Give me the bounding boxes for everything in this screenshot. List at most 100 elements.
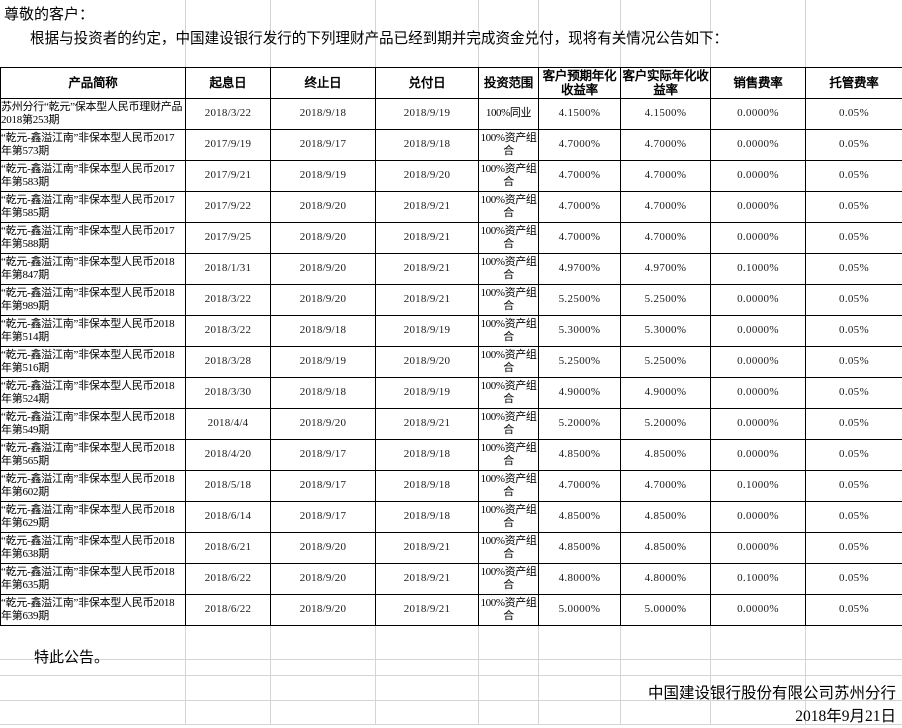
cell-investment-scope: 100%资产组合 [479,533,539,564]
cell-product-name: “乾元-鑫溢江南”非保本型人民币2018年第989期 [1,285,186,316]
cell-start-date: 2018/6/21 [186,533,271,564]
cell-expected-rate: 4.8500% [539,533,621,564]
cell-product-name: “乾元-鑫溢江南”非保本型人民币2017年第588期 [1,223,186,254]
cell-end-date: 2018/9/17 [271,130,376,161]
cell-end-date: 2018/9/20 [271,564,376,595]
cell-expected-rate: 4.7000% [539,223,621,254]
cell-custody-fee: 0.05% [806,254,902,285]
col-header-product-name: 产品简称 [1,68,186,99]
cell-sales-fee: 0.0000% [711,595,806,626]
cell-start-date: 2017/9/25 [186,223,271,254]
cell-expected-rate: 4.8000% [539,564,621,595]
cell-sales-fee: 0.1000% [711,471,806,502]
table-header-row: 产品简称 起息日 终止日 兑付日 投资范围 客户预期年化收益率 客户实际年化收益… [1,68,902,99]
cell-end-date: 2018/9/20 [271,409,376,440]
cell-actual-rate: 4.8000% [621,564,711,595]
cell-product-name: “乾元-鑫溢江南”非保本型人民币2017年第573期 [1,130,186,161]
cell-custody-fee: 0.05% [806,285,902,316]
cell-expected-rate: 4.7000% [539,130,621,161]
cell-sales-fee: 0.0000% [711,223,806,254]
cell-start-date: 2017/9/22 [186,192,271,223]
cell-end-date: 2018/9/20 [271,254,376,285]
cell-expected-rate: 5.0000% [539,595,621,626]
cell-sales-fee: 0.0000% [711,130,806,161]
cell-payout-date: 2018/9/21 [376,564,479,595]
salutation: 尊敬的客户： [0,0,902,25]
cell-investment-scope: 100%资产组合 [479,378,539,409]
cell-actual-rate: 4.1500% [621,99,711,130]
cell-custody-fee: 0.05% [806,223,902,254]
cell-sales-fee: 0.0000% [711,347,806,378]
cell-payout-date: 2018/9/21 [376,254,479,285]
product-table: 产品简称 起息日 终止日 兑付日 投资范围 客户预期年化收益率 客户实际年化收益… [0,67,902,626]
cell-start-date: 2018/3/22 [186,99,271,130]
cell-start-date: 2018/6/22 [186,595,271,626]
cell-investment-scope: 100%资产组合 [479,130,539,161]
cell-investment-scope: 100%资产组合 [479,564,539,595]
cell-investment-scope: 100%资产组合 [479,409,539,440]
cell-start-date: 2018/3/30 [186,378,271,409]
cell-investment-scope: 100%资产组合 [479,471,539,502]
cell-expected-rate: 5.2000% [539,409,621,440]
cell-investment-scope: 100%资产组合 [479,595,539,626]
col-header-sales-fee: 销售费率 [711,68,806,99]
cell-sales-fee: 0.0000% [711,533,806,564]
cell-payout-date: 2018/9/19 [376,316,479,347]
cell-custody-fee: 0.05% [806,440,902,471]
cell-custody-fee: 0.05% [806,564,902,595]
cell-actual-rate: 4.7000% [621,192,711,223]
cell-investment-scope: 100%同业 [479,99,539,130]
cell-end-date: 2018/9/20 [271,223,376,254]
cell-expected-rate: 5.3000% [539,316,621,347]
cell-custody-fee: 0.05% [806,130,902,161]
cell-end-date: 2018/9/20 [271,285,376,316]
cell-start-date: 2018/3/28 [186,347,271,378]
cell-product-name: “乾元-鑫溢江南”非保本型人民币2018年第514期 [1,316,186,347]
col-header-payout-date: 兑付日 [376,68,479,99]
cell-product-name: “乾元-鑫溢江南”非保本型人民币2017年第583期 [1,161,186,192]
cell-payout-date: 2018/9/18 [376,471,479,502]
cell-custody-fee: 0.05% [806,347,902,378]
cell-actual-rate: 5.2500% [621,285,711,316]
cell-actual-rate: 4.7000% [621,223,711,254]
col-header-start-date: 起息日 [186,68,271,99]
cell-actual-rate: 4.8500% [621,533,711,564]
cell-actual-rate: 4.9000% [621,378,711,409]
cell-custody-fee: 0.05% [806,471,902,502]
cell-actual-rate: 5.2500% [621,347,711,378]
cell-expected-rate: 4.7000% [539,192,621,223]
cell-actual-rate: 4.8500% [621,502,711,533]
col-header-end-date: 终止日 [271,68,376,99]
cell-product-name: “乾元-鑫溢江南”非保本型人民币2018年第565期 [1,440,186,471]
cell-payout-date: 2018/9/18 [376,130,479,161]
cell-start-date: 2017/9/21 [186,161,271,192]
cell-custody-fee: 0.05% [806,378,902,409]
footer-block: 特此公告。 中国建设银行股份有限公司苏州分行 2018年9月21日 [0,639,902,669]
cell-payout-date: 2018/9/21 [376,223,479,254]
cell-actual-rate: 5.0000% [621,595,711,626]
cell-custody-fee: 0.05% [806,192,902,223]
cell-end-date: 2018/9/20 [271,533,376,564]
col-header-actual-rate: 客户实际年化收益率 [621,68,711,99]
cell-actual-rate: 5.3000% [621,316,711,347]
cell-investment-scope: 100%资产组合 [479,161,539,192]
cell-payout-date: 2018/9/19 [376,378,479,409]
closing-note: 特此公告。 [0,639,902,669]
cell-start-date: 2018/6/22 [186,564,271,595]
cell-actual-rate: 4.8500% [621,440,711,471]
cell-product-name: “乾元-鑫溢江南”非保本型人民币2018年第602期 [1,471,186,502]
cell-investment-scope: 100%资产组合 [479,223,539,254]
cell-end-date: 2018/9/18 [271,99,376,130]
cell-payout-date: 2018/9/19 [376,99,479,130]
cell-start-date: 2018/6/14 [186,502,271,533]
cell-sales-fee: 0.1000% [711,254,806,285]
cell-end-date: 2018/9/20 [271,595,376,626]
cell-actual-rate: 4.7000% [621,471,711,502]
